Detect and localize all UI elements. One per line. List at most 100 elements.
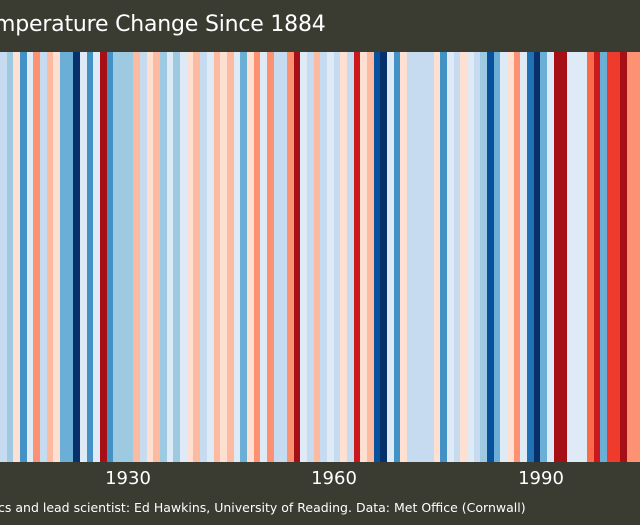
stripe-1961 — [326, 52, 334, 462]
stripe-1922 — [66, 52, 74, 462]
chart-title: mperature Change Since 1884 — [0, 12, 326, 37]
stripe-1994 — [547, 52, 554, 462]
stripe-1997 — [567, 52, 574, 462]
stripe-1995 — [553, 52, 561, 462]
stripe-1975 — [420, 52, 427, 462]
stripe-1978 — [440, 52, 448, 462]
stripe-1934 — [146, 52, 154, 462]
stripe-1990 — [520, 52, 528, 462]
stripe-1957 — [300, 52, 307, 462]
stripe-1937 — [166, 52, 174, 462]
stripe-1967 — [366, 52, 374, 462]
stripe-1930 — [120, 52, 127, 462]
stripe-1929 — [113, 52, 121, 462]
stripe-1923 — [73, 52, 81, 462]
stripe-1947 — [233, 52, 241, 462]
stripe-1964 — [346, 52, 354, 462]
stripe-1940 — [186, 52, 194, 462]
stripe-1948 — [240, 52, 247, 462]
warming-stripes — [0, 52, 640, 462]
stripe-1970 — [386, 52, 394, 462]
stripe-1993 — [540, 52, 548, 462]
stripe-1926 — [93, 52, 101, 462]
stripe-1958 — [306, 52, 314, 462]
stripe-1928 — [106, 52, 114, 462]
stripe-1987 — [500, 52, 508, 462]
stripe-1960 — [320, 52, 327, 462]
stripe-1977 — [433, 52, 441, 462]
stripe-1963 — [340, 52, 347, 462]
stripe-1981 — [460, 52, 468, 462]
stripe-2006 — [627, 52, 634, 462]
stripe-1974 — [413, 52, 421, 462]
stripe-1985 — [487, 52, 494, 462]
stripe-1920 — [53, 52, 61, 462]
stripe-1924 — [80, 52, 87, 462]
stripe-1944 — [213, 52, 221, 462]
stripe-2005 — [620, 52, 628, 462]
stripe-1942 — [200, 52, 207, 462]
stripe-1980 — [453, 52, 461, 462]
stripe-1951 — [260, 52, 267, 462]
stripe-1972 — [400, 52, 407, 462]
stripe-1939 — [180, 52, 187, 462]
stripe-2000 — [587, 52, 594, 462]
title-bar: mperature Change Since 1884 — [0, 0, 640, 52]
stripe-2002 — [600, 52, 608, 462]
stripe-1946 — [226, 52, 234, 462]
stripe-1949 — [246, 52, 254, 462]
credit-text: cs and lead scientist: Ed Hawkins, Unive… — [0, 500, 526, 515]
stripe-1982 — [467, 52, 474, 462]
stripe-1998 — [573, 52, 581, 462]
stripe-1956 — [293, 52, 301, 462]
stripe-1962 — [333, 52, 341, 462]
stripe-2003 — [607, 52, 614, 462]
stripe-1984 — [480, 52, 488, 462]
x-tick-1960: 1960 — [311, 468, 357, 489]
stripe-1918 — [40, 52, 47, 462]
stripe-1933 — [140, 52, 147, 462]
stripe-1986 — [493, 52, 501, 462]
stripe-1999 — [580, 52, 588, 462]
stripe-1914 — [13, 52, 21, 462]
stripe-1931 — [126, 52, 134, 462]
stripe-1917 — [33, 52, 41, 462]
stripe-1965 — [353, 52, 361, 462]
stripe-1915 — [20, 52, 27, 462]
stripe-2007 — [633, 52, 640, 462]
stripe-1943 — [206, 52, 214, 462]
stripe-1991 — [527, 52, 534, 462]
stripe-1983 — [473, 52, 481, 462]
stripe-1969 — [380, 52, 387, 462]
stripe-1932 — [133, 52, 141, 462]
stripe-1921 — [60, 52, 67, 462]
stripe-1955 — [286, 52, 294, 462]
stripe-1935 — [153, 52, 161, 462]
stripe-1913 — [6, 52, 14, 462]
stripe-1989 — [513, 52, 521, 462]
stripe-1968 — [373, 52, 381, 462]
stripe-1936 — [160, 52, 167, 462]
stripe-1959 — [313, 52, 321, 462]
x-tick-1930: 1930 — [105, 468, 151, 489]
stripe-1952 — [266, 52, 274, 462]
stripe-1996 — [560, 52, 568, 462]
stripe-1973 — [406, 52, 414, 462]
stripe-1925 — [86, 52, 94, 462]
stripe-1979 — [447, 52, 454, 462]
stripe-1945 — [220, 52, 227, 462]
stripe-1912 — [0, 52, 7, 462]
stripe-1919 — [46, 52, 54, 462]
stripe-1976 — [427, 52, 434, 462]
x-tick-1990: 1990 — [518, 468, 564, 489]
stripe-1954 — [280, 52, 287, 462]
stripe-1971 — [393, 52, 401, 462]
stripe-2001 — [593, 52, 601, 462]
stripe-1992 — [533, 52, 541, 462]
stripe-1953 — [273, 52, 281, 462]
stripe-1916 — [26, 52, 34, 462]
stripe-1950 — [253, 52, 261, 462]
stripe-2004 — [613, 52, 621, 462]
stripe-1938 — [173, 52, 181, 462]
stripe-1988 — [507, 52, 514, 462]
